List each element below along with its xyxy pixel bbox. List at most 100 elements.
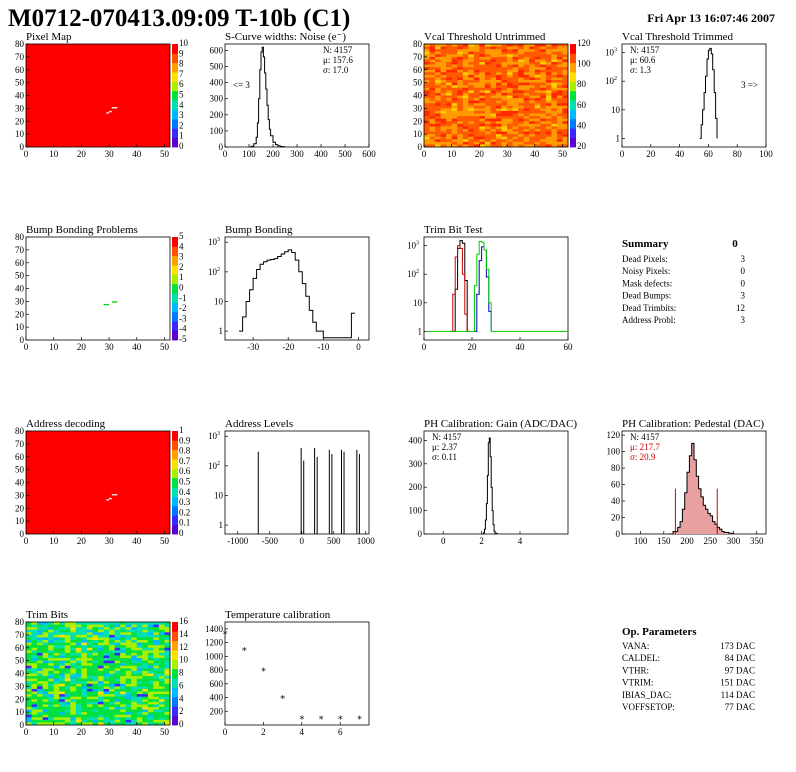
heatmap-cell xyxy=(158,660,165,664)
heatmap-cell xyxy=(479,85,486,89)
summary-total: 0 xyxy=(732,238,738,250)
y-tick-label: 1400 xyxy=(205,624,224,634)
heatmap-cell xyxy=(142,634,149,638)
x-tick-label: 10 xyxy=(49,342,59,352)
heatmap-cell xyxy=(114,645,121,649)
heatmap-cell xyxy=(109,688,115,692)
heatmap-cell xyxy=(158,681,165,685)
heatmap-cell xyxy=(462,110,469,114)
heatmap-cell xyxy=(424,121,430,125)
heatmap-cell xyxy=(103,655,110,659)
heatmap-cell xyxy=(114,632,121,636)
heatmap-cell xyxy=(120,642,126,646)
heatmap-cell xyxy=(496,69,502,73)
heatmap-cell xyxy=(103,660,110,664)
heatmap-cell xyxy=(92,686,99,690)
heatmap-cell xyxy=(451,62,458,65)
heatmap-cell xyxy=(545,77,552,81)
heatmap-cell xyxy=(109,719,115,723)
heatmap-cell xyxy=(26,622,32,625)
heatmap-cell xyxy=(457,100,464,104)
heatmap-cell xyxy=(131,660,138,664)
heatmap-cell xyxy=(53,647,60,651)
heatmap-cell xyxy=(158,683,165,687)
heatmap-cell xyxy=(501,98,508,101)
heatmap-cells xyxy=(26,622,171,726)
heatmap-cell xyxy=(540,134,547,138)
stat-line: σ: 20.9 xyxy=(630,452,656,462)
heatmap-cell xyxy=(540,128,547,132)
heatmap-cell xyxy=(147,696,154,700)
heatmap-cell xyxy=(429,113,436,117)
heatmap-cell xyxy=(98,632,104,636)
heatmap-cell xyxy=(31,622,38,625)
heatmap-cell xyxy=(59,627,66,631)
heatmap-cell xyxy=(103,717,110,721)
heatmap-cell xyxy=(59,686,66,690)
heatmap-cell xyxy=(484,82,491,86)
heatmap-cell xyxy=(48,704,54,708)
heatmap-cell xyxy=(120,668,126,672)
heatmap-cell xyxy=(435,95,441,99)
heatmap-cell xyxy=(120,632,126,636)
heatmap-cell xyxy=(473,108,480,112)
heatmap-cell xyxy=(48,655,54,659)
heatmap-cell xyxy=(59,712,66,716)
heatmap-cell xyxy=(81,627,88,631)
heatmap-cell xyxy=(479,126,486,130)
heatmap-cell xyxy=(75,652,82,656)
heatmap-cell xyxy=(98,699,104,703)
heatmap-cell xyxy=(529,72,536,76)
heatmap-cell xyxy=(70,691,77,695)
heatmap-cell xyxy=(103,683,110,687)
heatmap-cell xyxy=(37,650,43,654)
heatmap-cell xyxy=(59,678,66,682)
heatmap-cell xyxy=(70,668,77,672)
heatmap-cell xyxy=(435,126,441,130)
heatmap-cell xyxy=(545,46,552,50)
heatmap-cell xyxy=(64,717,71,721)
heatmap-cell xyxy=(64,699,71,703)
heatmap-cell xyxy=(529,98,536,101)
heatmap-cell xyxy=(53,691,60,695)
x-tick-label: 600 xyxy=(362,149,376,159)
heatmap-cell xyxy=(48,658,54,661)
heatmap-cell xyxy=(468,46,475,50)
heatmap-cell xyxy=(479,62,486,65)
heatmap-cell xyxy=(64,681,71,685)
heatmap-cell xyxy=(153,709,160,713)
heatmap-cell xyxy=(75,696,82,700)
heatmap-cell xyxy=(109,658,115,661)
heatmap-cell xyxy=(26,681,32,685)
heatmap-cell xyxy=(451,116,458,119)
heatmap-cell xyxy=(164,699,171,703)
heatmap-cell xyxy=(31,673,38,677)
heatmap-cell xyxy=(435,128,441,132)
heatmap-cell xyxy=(484,131,491,135)
heatmap-cell xyxy=(479,49,486,53)
heatmap-cell xyxy=(484,136,491,140)
heatmap-cell xyxy=(462,85,469,89)
heatmap-cell xyxy=(540,72,547,76)
heatmap-cell xyxy=(490,134,497,138)
heatmap-cell xyxy=(507,85,513,89)
heatmap-cell xyxy=(26,640,32,643)
heatmap-cell xyxy=(147,658,154,661)
heatmap-cell xyxy=(81,624,88,628)
heatmap-cell xyxy=(518,74,524,78)
heatmap-cell xyxy=(529,46,536,50)
heatmap-cell xyxy=(70,645,77,649)
heatmap-cell xyxy=(523,134,530,138)
heatmap-cell xyxy=(518,77,524,81)
y-tick-label: 70 xyxy=(15,245,25,255)
heatmap-cell xyxy=(86,694,93,697)
heatmap-cell xyxy=(424,126,430,130)
heatmap-cell xyxy=(556,72,563,76)
heatmap-cell xyxy=(429,105,436,109)
heatmap-cell xyxy=(446,103,452,107)
heatmap-cell xyxy=(440,100,447,104)
heatmap-cell xyxy=(479,110,486,114)
heatmap-cell xyxy=(490,116,497,119)
heatmap-cell xyxy=(147,706,154,710)
heatmap-cell xyxy=(446,74,452,78)
